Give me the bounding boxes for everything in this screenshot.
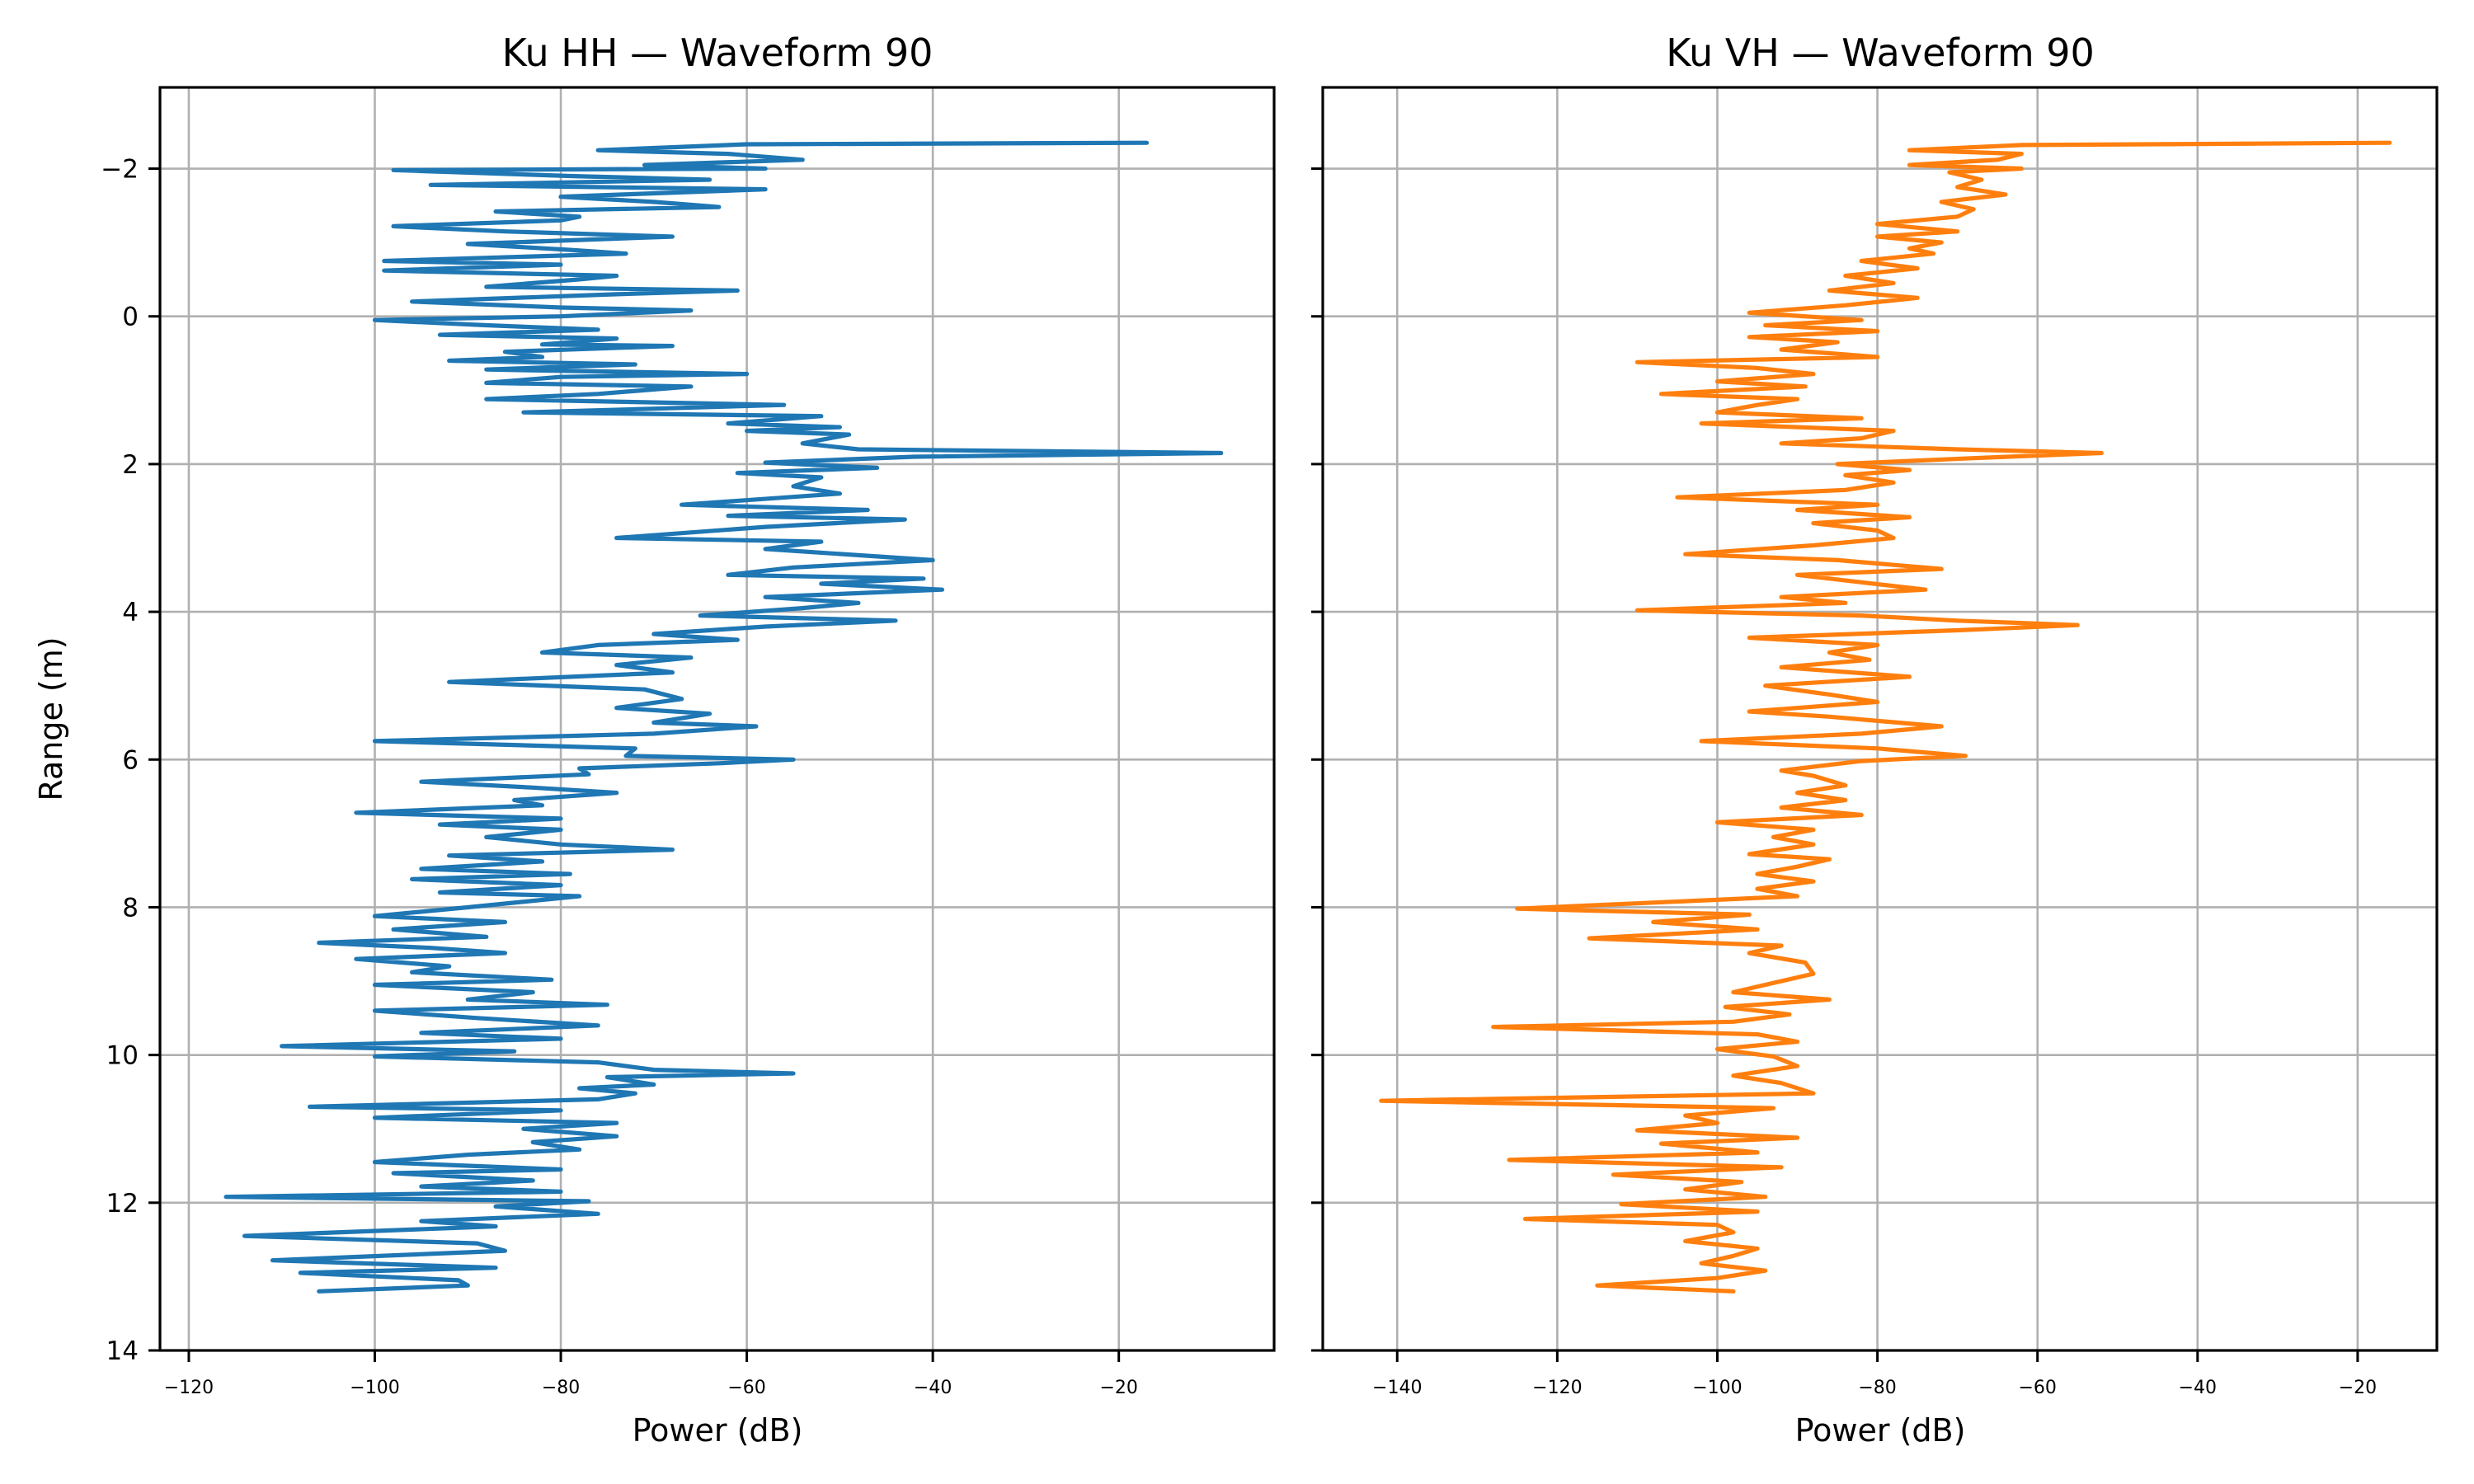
x-tick-label: −80: [1858, 1378, 1896, 1398]
series-line-ku-hh: [223, 140, 1224, 1294]
chart-title: Ku VH — Waveform 90: [1666, 31, 2095, 75]
panel-ku-hh: Ku HH — Waveform 90 Power (dB) Range (m)…: [33, 31, 1276, 1449]
x-tick-label: −80: [542, 1378, 580, 1398]
y-tick-label: 6: [122, 745, 139, 775]
y-tick-label: 10: [106, 1041, 139, 1071]
y-tick-label: 0: [122, 303, 139, 332]
y-tick-label: 2: [122, 450, 139, 480]
series-line-ku-vh: [1379, 140, 2392, 1294]
x-tick-label: −120: [1532, 1378, 1582, 1398]
x-tick-label: −120: [164, 1378, 214, 1398]
y-tick-label: 8: [122, 893, 139, 923]
y-tick-label: 14: [106, 1336, 139, 1366]
x-tick-label: −20: [1099, 1378, 1137, 1398]
y-axis-label: Range (m): [33, 636, 69, 801]
x-tick-label: −40: [914, 1378, 952, 1398]
axes-frame: [1321, 86, 2439, 1352]
chart-title: Ku HH — Waveform 90: [502, 31, 934, 75]
x-tick-label: −40: [2179, 1378, 2217, 1398]
y-tick-label: 12: [106, 1189, 139, 1219]
y-tick-label: 4: [122, 598, 139, 627]
axes-frame: [158, 86, 1276, 1352]
panel-ku-vh: Ku VH — Waveform 90 Power (dB) −140 −120 −…: [1311, 31, 2439, 1449]
x-tick-label: −100: [1692, 1378, 1742, 1398]
x-tick-label: −100: [350, 1378, 399, 1398]
x-axis-label: Power (dB): [1795, 1412, 1966, 1449]
x-axis-label: Power (dB): [633, 1412, 803, 1449]
y-tick-label: −2: [101, 155, 139, 185]
x-tick-label: −60: [727, 1378, 765, 1398]
x-tick-label: −140: [1372, 1378, 1422, 1398]
x-tick-label: −60: [2018, 1378, 2056, 1398]
x-tick-label: −20: [2339, 1378, 2377, 1398]
grid: [160, 87, 1274, 1352]
